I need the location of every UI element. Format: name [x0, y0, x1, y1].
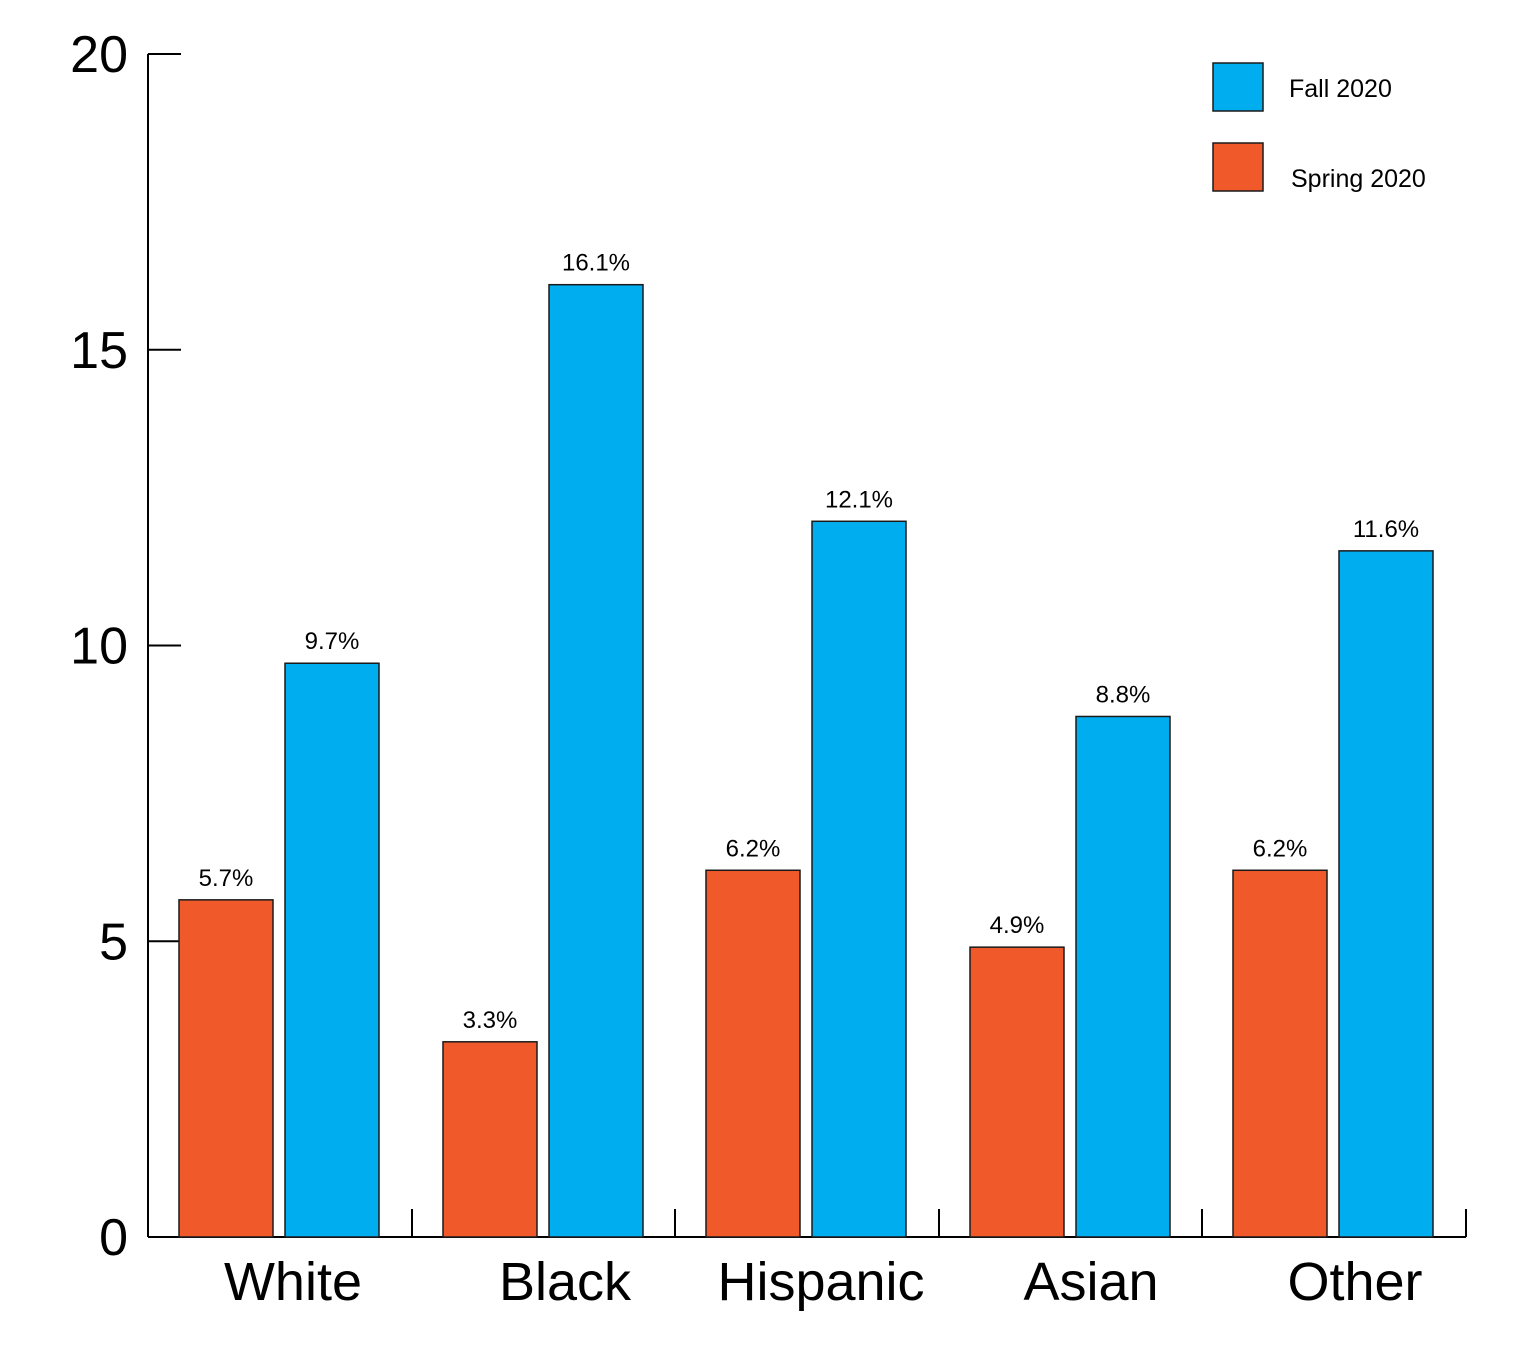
- data-label: 8.8%: [1096, 681, 1151, 708]
- bars: [178, 283, 1434, 1238]
- data-label: 11.6%: [1353, 516, 1419, 543]
- legend-swatch-spring-2020: [1212, 142, 1264, 192]
- data-label: 6.2%: [1253, 835, 1308, 862]
- y-axis: 0 5 10 15 20: [70, 26, 181, 1267]
- bar-spring-2020-asian: [969, 946, 1065, 1238]
- data-label: 3.3%: [463, 1007, 518, 1034]
- bar-spring-2020-hispanic: [705, 869, 801, 1238]
- legend-label: Fall 2020: [1289, 75, 1392, 103]
- bar-fall-2020-asian: [1075, 715, 1171, 1238]
- bar-fall-2020-black: [548, 283, 644, 1238]
- data-label: 12.1%: [825, 486, 893, 513]
- x-tick-label: Asian: [1023, 1252, 1158, 1312]
- legend: Fall 2020 Spring 2020: [1212, 62, 1426, 193]
- legend-label: Spring 2020: [1291, 165, 1426, 193]
- x-tick-label: White: [224, 1252, 362, 1312]
- bar-spring-2020-other: [1232, 869, 1328, 1238]
- bar-fall-2020-white: [284, 662, 380, 1238]
- y-tick-label: 15: [70, 322, 128, 380]
- bar-spring-2020-black: [442, 1041, 538, 1238]
- data-label: 5.7%: [199, 865, 254, 892]
- data-label: 6.2%: [726, 835, 781, 862]
- bar-fall-2020-other: [1338, 550, 1434, 1238]
- y-tick-label: 10: [70, 618, 128, 676]
- x-tick-label: Other: [1287, 1252, 1422, 1312]
- data-labels: 5.7% 3.3% 6.2% 4.9% 6.2% 9.7% 16.1% 12.1% 8.8% 11…: [199, 250, 1419, 1034]
- y-tick-label: 5: [99, 913, 128, 971]
- data-label: 9.7%: [305, 628, 360, 655]
- y-tick-label: 20: [70, 26, 128, 84]
- bar-spring-2020-white: [178, 899, 274, 1238]
- x-tick-label: Black: [499, 1252, 632, 1312]
- x-tick-label: Hispanic: [717, 1252, 924, 1312]
- y-tick-label: 0: [99, 1209, 128, 1267]
- bar-fall-2020-hispanic: [811, 520, 907, 1238]
- data-label: 16.1%: [562, 250, 630, 277]
- legend-swatch-fall-2020: [1212, 62, 1264, 112]
- data-label: 4.9%: [990, 912, 1045, 939]
